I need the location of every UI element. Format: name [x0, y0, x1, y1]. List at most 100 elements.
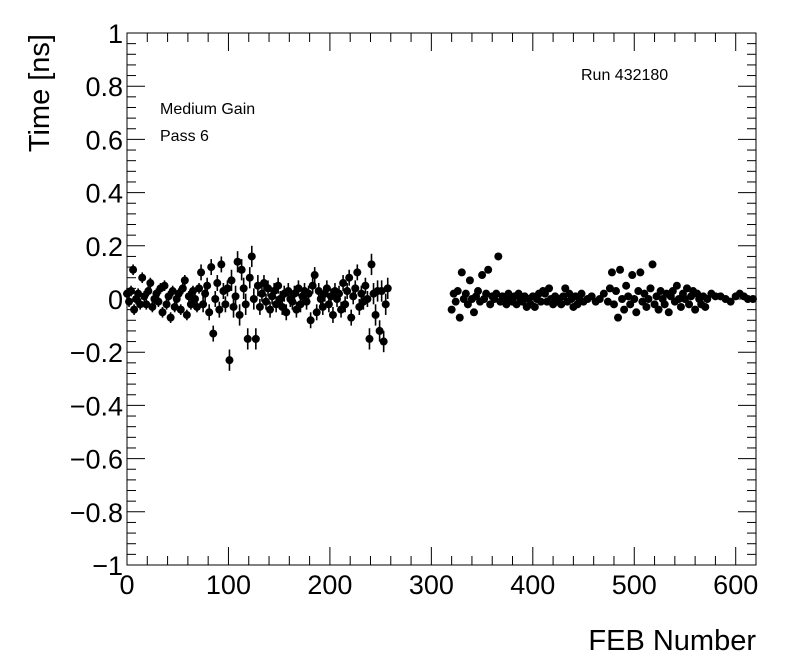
data-point	[339, 279, 348, 288]
data-point	[207, 263, 216, 272]
data-point	[231, 292, 240, 301]
x-tick-labels: 0 100 200 300 400 500 600	[119, 570, 758, 600]
data-point	[345, 273, 354, 282]
x-tick-label: 600	[713, 570, 758, 600]
data-point	[660, 300, 669, 309]
x-axis-title: FEB Number	[588, 625, 756, 657]
data-point	[312, 308, 321, 317]
data-point	[158, 308, 167, 317]
data-point	[306, 316, 315, 325]
data-point	[225, 356, 234, 365]
data-point	[453, 287, 462, 296]
y-tick-label: 0.8	[85, 72, 123, 102]
data-point	[646, 284, 655, 293]
data-point	[618, 295, 627, 303]
data-point	[138, 273, 147, 282]
data-point	[683, 284, 692, 293]
data-point	[642, 302, 651, 311]
data-point	[188, 287, 197, 296]
data-point	[616, 265, 625, 274]
data-point	[545, 284, 554, 293]
axis-ticks	[126, 32, 757, 566]
data-point	[361, 281, 370, 290]
data-point	[611, 287, 620, 296]
data-point	[209, 329, 218, 338]
data-point	[461, 289, 470, 298]
data-point	[180, 276, 189, 285]
y-tick-label: −0.8	[70, 498, 123, 528]
y-tick-label: 0	[108, 285, 123, 315]
data-point	[353, 268, 362, 277]
data-point	[614, 313, 623, 322]
data-point	[249, 295, 258, 303]
data-point	[328, 310, 337, 319]
data-point	[628, 271, 637, 280]
data-point	[363, 295, 372, 303]
data-point	[607, 268, 616, 277]
data-point	[636, 268, 645, 277]
y-tick-label: 0.6	[85, 125, 123, 155]
data-point	[484, 265, 493, 274]
data-point	[379, 337, 388, 346]
data-point	[243, 334, 252, 343]
x-tick-label: 200	[307, 570, 352, 600]
data-point	[367, 260, 376, 269]
data-point	[223, 284, 232, 293]
data-point	[182, 310, 191, 319]
data-point	[447, 305, 456, 314]
y-tick-label: −1	[92, 551, 123, 581]
data-point	[577, 289, 586, 298]
data-point	[239, 284, 248, 293]
data-point	[261, 297, 270, 306]
data-point	[241, 300, 250, 309]
data-point	[237, 265, 246, 274]
data-point	[343, 287, 352, 296]
data-point	[168, 287, 177, 296]
data-point	[469, 308, 478, 317]
y-tick-label: 0.2	[85, 232, 123, 262]
data-point	[494, 252, 503, 261]
data-point	[609, 300, 618, 309]
data-point	[664, 308, 673, 317]
y-tick-label: −0.4	[70, 391, 123, 421]
data-point	[685, 300, 694, 309]
data-point	[221, 300, 230, 309]
data-point	[146, 279, 155, 288]
data-point	[465, 276, 474, 285]
data-point	[748, 295, 757, 303]
data-point	[166, 313, 175, 322]
data-point	[634, 287, 643, 296]
data-point	[154, 297, 163, 306]
data-point	[136, 300, 145, 309]
data-point	[318, 302, 327, 311]
data-point	[203, 281, 212, 290]
data-point	[676, 302, 685, 311]
data-point	[215, 305, 224, 314]
data-point	[199, 300, 208, 309]
data-point	[266, 305, 275, 314]
data-point	[217, 260, 226, 269]
data-point	[478, 271, 487, 280]
x-tick-label: 400	[510, 570, 555, 600]
data-point	[162, 300, 171, 309]
data-point	[347, 313, 356, 322]
data-point	[701, 302, 710, 311]
data-point	[253, 281, 262, 290]
data-point	[235, 310, 244, 319]
data-point	[142, 300, 151, 309]
data-point	[383, 284, 392, 293]
data-point	[134, 289, 143, 298]
data-point	[211, 295, 220, 303]
data-point	[178, 284, 187, 293]
data-point	[341, 300, 350, 309]
data-point	[129, 265, 138, 274]
data-point	[144, 287, 153, 296]
x-tick-label: 100	[206, 570, 251, 600]
data-point	[148, 302, 157, 311]
data-point	[536, 297, 545, 306]
data-point	[654, 305, 663, 314]
data-point	[457, 268, 466, 277]
data-point	[310, 271, 319, 280]
y-tick-label: 0.4	[85, 179, 123, 209]
